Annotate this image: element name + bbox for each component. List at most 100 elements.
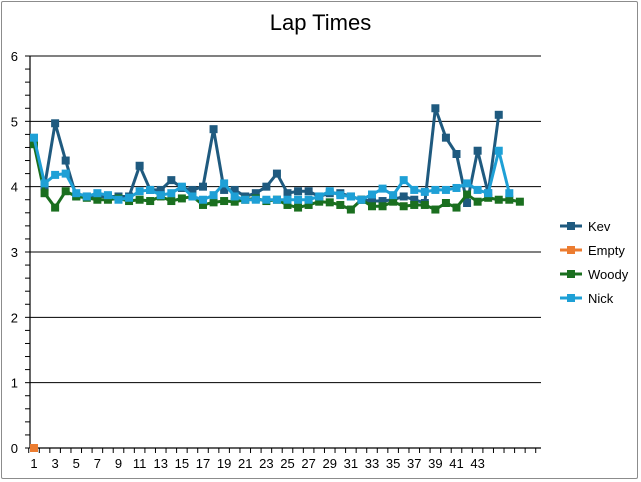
data-point-nick: [61, 169, 70, 178]
gridlines: [30, 55, 541, 384]
data-point-woody: [368, 202, 376, 211]
x-tick-label: 5: [73, 456, 80, 471]
data-point-kev: [304, 187, 313, 196]
data-point-kev: [399, 192, 408, 201]
data-point-nick: [272, 195, 281, 204]
data-point-woody: [135, 195, 144, 204]
y-tick-label: 0: [11, 441, 18, 456]
data-point-woody: [431, 205, 440, 214]
data-point-nick: [156, 191, 165, 200]
data-point-nick: [346, 192, 355, 201]
data-point-woody: [410, 200, 419, 209]
x-tick-label: 13: [154, 456, 168, 471]
data-point-nick: [473, 185, 482, 194]
data-point-woody: [103, 195, 112, 204]
x-tick-label: 3: [52, 456, 59, 471]
data-point-woody: [336, 200, 345, 209]
data-point-woody: [199, 200, 207, 209]
data-point-kev: [283, 189, 292, 198]
data-point-woody: [399, 202, 408, 211]
data-point-woody: [463, 190, 472, 199]
data-point-nick: [199, 195, 207, 204]
legend: Kev Empty Woody Nick: [560, 219, 629, 306]
data-point-kev: [441, 133, 450, 142]
data-point-nick: [209, 191, 218, 200]
data-point-nick: [114, 195, 123, 204]
x-tick-label: 37: [407, 456, 421, 471]
data-point-nick: [51, 170, 60, 179]
data-point-nick: [30, 133, 38, 142]
data-point-woody: [220, 197, 229, 206]
legend-marker-nick: [567, 294, 575, 302]
data-point-kev: [368, 197, 376, 206]
data-point-woody: [441, 199, 450, 207]
data-point-nick: [262, 195, 271, 204]
x-tick-label: 1: [30, 456, 37, 471]
data-point-nick: [441, 185, 450, 194]
data-point-woody: [40, 189, 49, 198]
data-point-nick: [336, 191, 345, 200]
data-point-nick: [378, 184, 387, 193]
data-point-kev: [272, 169, 281, 178]
data-point-woody: [209, 198, 218, 207]
data-point-kev: [251, 189, 260, 198]
y-tick-label: 6: [11, 49, 18, 64]
x-tick-label: 23: [259, 456, 273, 471]
x-tick-label: 29: [323, 456, 337, 471]
data-point-woody: [177, 194, 186, 203]
series-lines: [30, 104, 524, 452]
data-point-nick: [241, 195, 250, 204]
data-point-kev: [262, 182, 271, 191]
data-point-nick: [93, 189, 102, 198]
data-point-woody: [93, 195, 102, 204]
x-tick-label: 17: [196, 456, 210, 471]
data-point-nick: [431, 185, 440, 194]
data-point-woody: [283, 200, 292, 209]
data-point-nick: [283, 195, 292, 204]
data-point-nick: [410, 185, 419, 194]
data-point-woody: [51, 203, 60, 212]
x-tick-label: 39: [428, 456, 442, 471]
y-tick-label: 1: [11, 376, 18, 391]
data-point-nick: [505, 189, 514, 198]
data-point-nick: [167, 189, 176, 198]
y-tick-label: 3: [11, 245, 18, 260]
data-point-kev: [494, 110, 503, 119]
data-point-nick: [315, 192, 324, 201]
data-point-nick: [452, 183, 461, 192]
data-point-nick: [72, 189, 81, 198]
data-point-kev: [294, 187, 303, 196]
x-tick-label: 33: [365, 456, 379, 471]
data-point-kev: [135, 161, 144, 170]
data-point-kev: [410, 195, 419, 204]
data-point-woody: [167, 197, 176, 206]
x-tick-label: 11: [133, 456, 147, 471]
data-point-nick: [230, 192, 239, 201]
data-point-nick: [251, 195, 260, 204]
data-point-kev: [431, 104, 440, 113]
data-point-woody: [325, 198, 334, 207]
data-point-kev: [452, 150, 461, 158]
data-point-nick: [399, 176, 408, 185]
series-line-nick: [32, 137, 511, 202]
data-point-nick: [220, 179, 229, 188]
legend-marker-kev: [567, 222, 575, 230]
data-point-woody: [230, 197, 239, 206]
data-point-nick: [368, 190, 376, 199]
data-point-kev: [167, 176, 176, 185]
data-point-kev: [199, 182, 207, 191]
data-point-nick: [125, 193, 134, 202]
data-point-nick: [82, 192, 91, 201]
data-point-nick: [494, 146, 503, 155]
x-tick-label: 31: [344, 456, 358, 471]
data-point-woody: [378, 202, 387, 211]
data-point-kev: [378, 197, 387, 206]
legend-marker-woody: [567, 270, 575, 278]
data-point-nick: [40, 179, 49, 188]
data-point-woody: [515, 197, 524, 206]
data-point-woody: [294, 203, 303, 212]
x-tick-label: 35: [386, 456, 400, 471]
data-point-woody: [389, 197, 398, 206]
x-tick-label: 27: [301, 456, 315, 471]
